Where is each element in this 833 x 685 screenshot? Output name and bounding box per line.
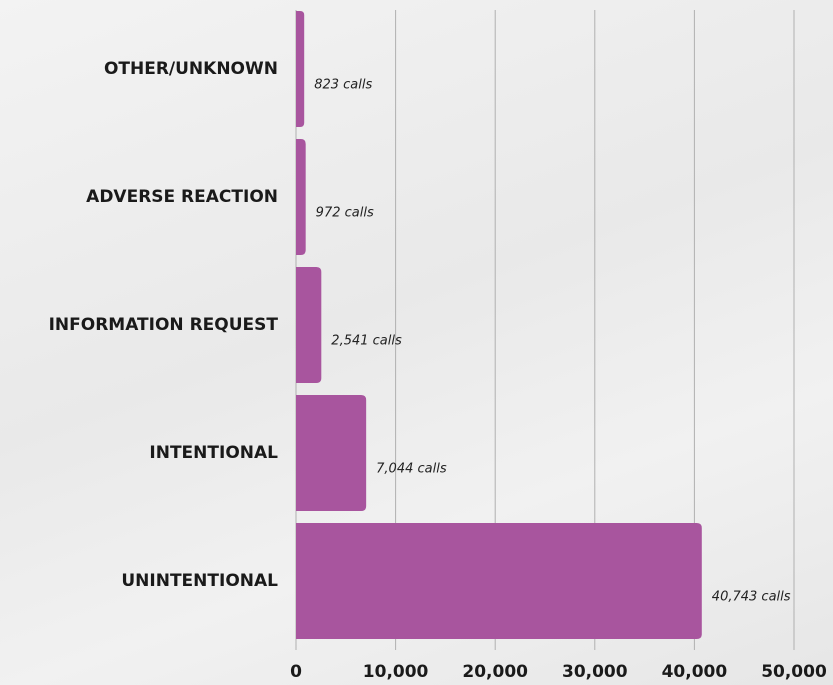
value-label: 2,541 calls [331, 334, 402, 349]
x-tick-label: 10,000 [363, 662, 429, 682]
value-label: 823 calls [314, 78, 372, 93]
bar [296, 395, 367, 511]
bar [296, 139, 306, 255]
category-label: ADVERSE REACTION [86, 187, 278, 207]
x-tick-label: 0 [290, 662, 302, 682]
x-tick-label: 30,000 [562, 662, 628, 682]
value-label: 972 calls [316, 206, 374, 221]
bar [296, 523, 702, 639]
bar [296, 267, 322, 383]
category-label: INTENTIONAL [149, 443, 278, 463]
category-label: OTHER/UNKNOWN [104, 59, 278, 79]
x-tick-label: 20,000 [462, 662, 528, 682]
bar [296, 11, 305, 127]
value-label: 40,743 calls [712, 590, 791, 605]
x-tick-label: 50,000 [761, 662, 827, 682]
x-tick-label: 40,000 [662, 662, 728, 682]
value-label: 7,044 calls [376, 462, 447, 477]
category-label: UNINTENTIONAL [121, 571, 278, 591]
category-label: INFORMATION REQUEST [49, 315, 279, 335]
